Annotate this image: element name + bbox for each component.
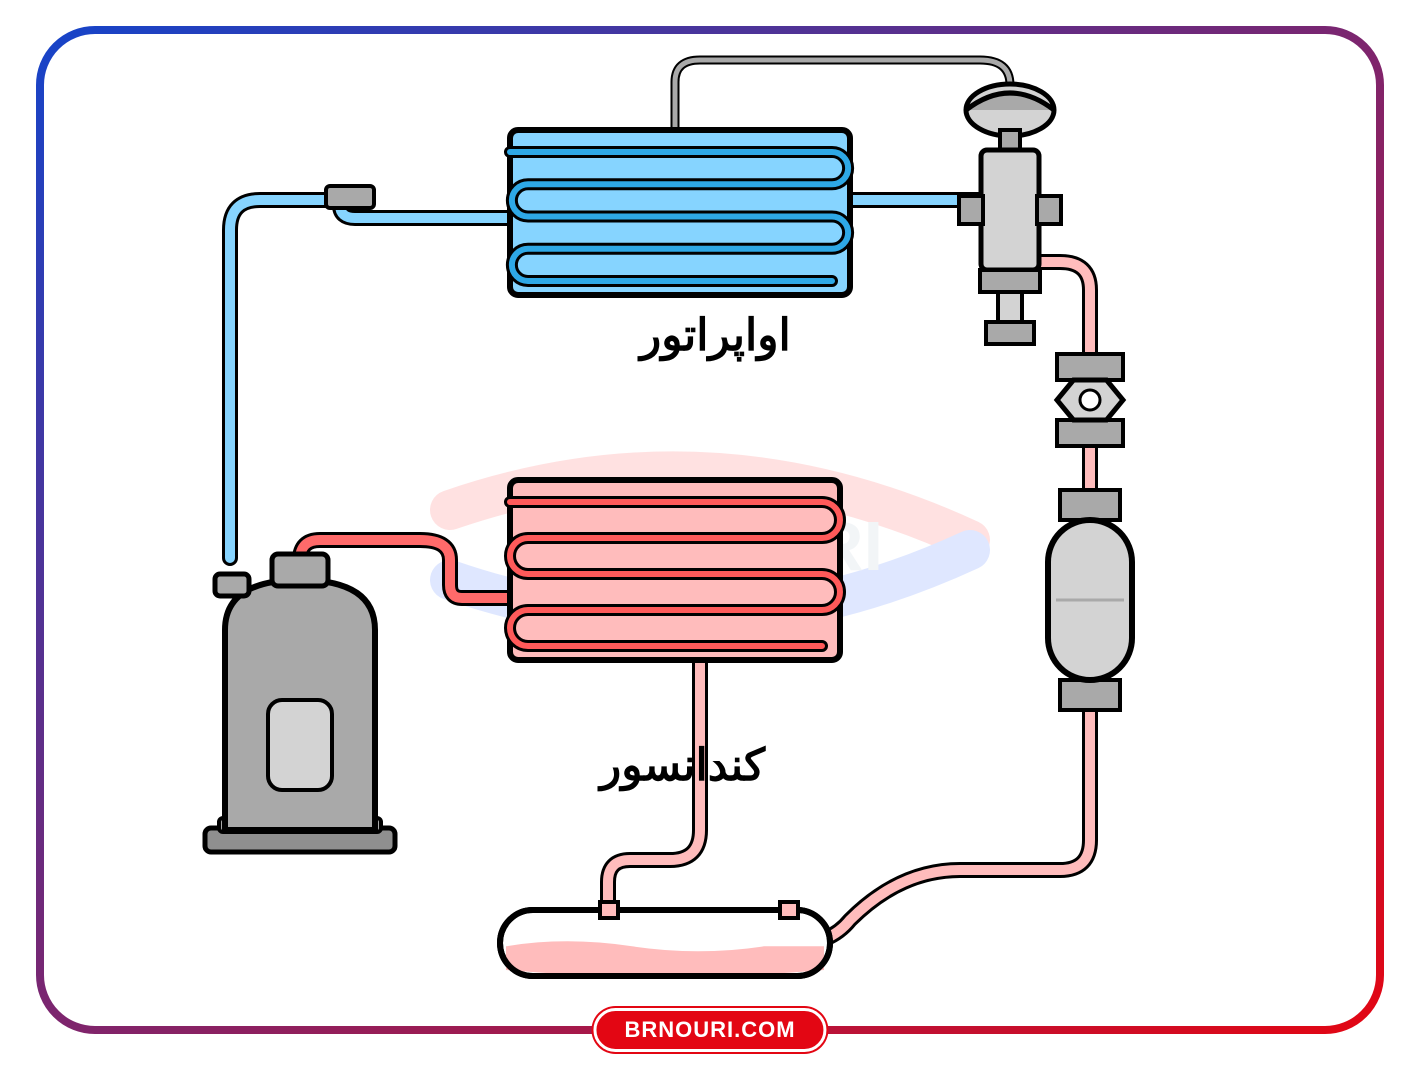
evaporator-label: اواپراتور [640, 310, 791, 361]
compressor [205, 554, 395, 852]
diagram-svg: BR NOURI [0, 0, 1420, 1080]
expansion-valve [959, 84, 1061, 344]
condenser-label: کندانسور [600, 740, 765, 791]
condenser-unit [510, 480, 840, 660]
diagram-stage: BR NOURI اواپراتور کندانسور BRNOURI.COM [0, 0, 1420, 1080]
filter-drier [1048, 490, 1132, 710]
suction-fitting [326, 186, 374, 208]
receiver-tank [500, 902, 830, 977]
evaporator-unit [510, 130, 850, 295]
sight-glass [1057, 354, 1123, 446]
brand-badge: BRNOURI.COM [593, 1008, 826, 1052]
